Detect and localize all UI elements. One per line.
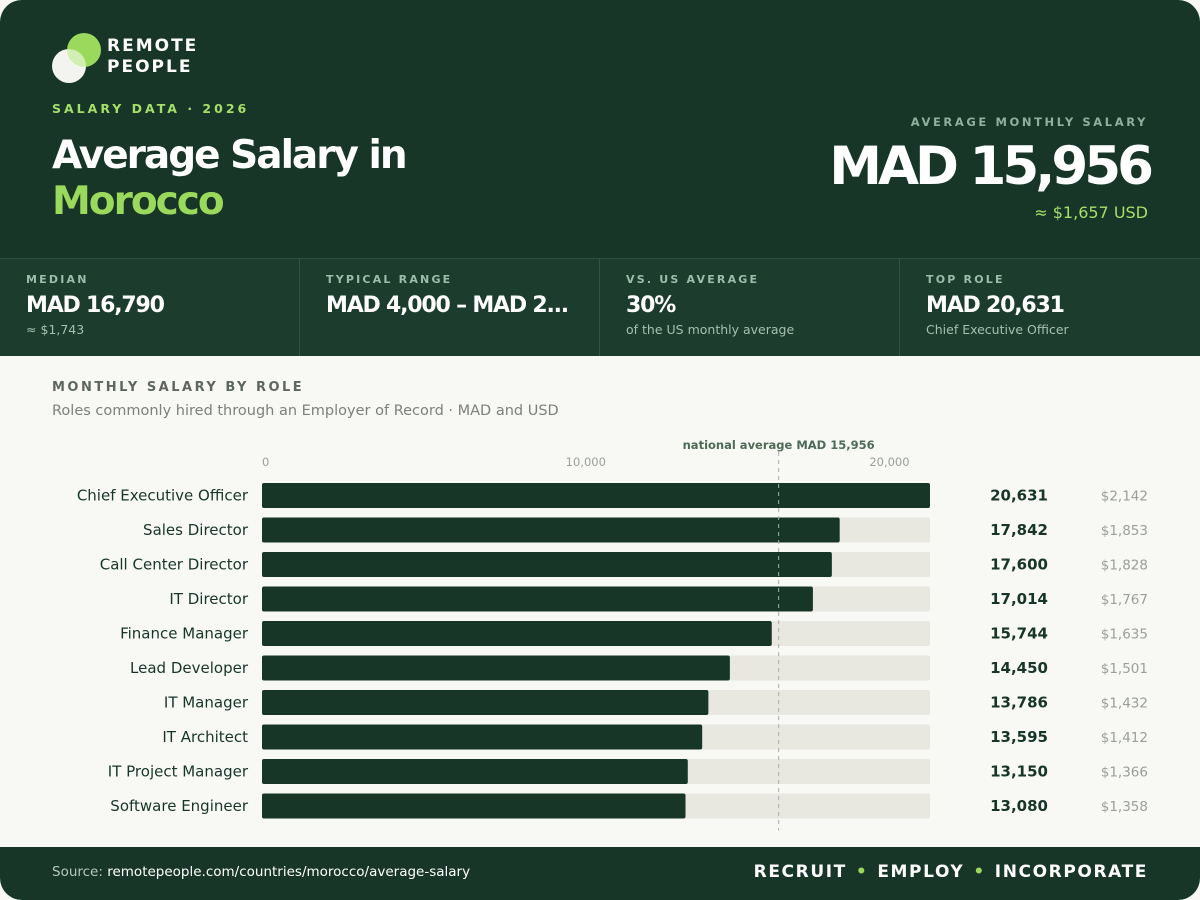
x-tick-label: 0 (262, 455, 269, 469)
remote-people-logo-icon (52, 33, 101, 83)
usd-label: $1,635 (1101, 627, 1148, 643)
brand-name-line2: PEOPLE (107, 57, 193, 77)
category-label: Chief Executive Officer (77, 487, 249, 505)
stat-label: MEDIAN (26, 273, 89, 286)
value-label: 15,744 (990, 625, 1048, 643)
stat-sub: ≈ $1,743 (26, 322, 85, 337)
value-label: 14,450 (990, 659, 1048, 677)
brand-name-line1: REMOTE (107, 36, 199, 56)
bar (262, 724, 703, 750)
x-tick-label: 10,000 (566, 455, 606, 469)
bar (262, 793, 686, 819)
usd-label: $1,432 (1101, 696, 1148, 712)
bar (262, 517, 840, 543)
tagline-recruit: RECRUIT (753, 862, 847, 882)
stat-label: TOP ROLE (926, 273, 1005, 286)
bar (262, 759, 688, 784)
stat-typical-range: TYPICAL RANGE MAD 4,000 – MAD 2... (300, 259, 600, 356)
x-tick-label: 20,000 (869, 455, 909, 469)
average-salary-usd: ≈ $1,657 USD (1034, 203, 1148, 222)
source-link[interactable]: remotepeople.com/countries/morocco/avera… (107, 864, 471, 880)
bar (262, 586, 813, 612)
page-title-line1: Average Salary in (52, 133, 408, 178)
stat-sub: of the US monthly average (626, 322, 795, 337)
stat-label: TYPICAL RANGE (326, 273, 453, 286)
stat-label: VS. US AVERAGE (626, 273, 760, 286)
tagline-separator: • (973, 862, 986, 882)
stats-bar: MEDIAN MAD 16,790 ≈ $1,743 TYPICAL RANGE… (0, 258, 1200, 356)
value-label: 13,595 (990, 728, 1048, 746)
value-label: 13,080 (990, 797, 1048, 815)
chart-subtitle: Roles commonly hired through an Employer… (52, 403, 559, 419)
category-label: Lead Developer (130, 659, 249, 677)
eyebrow-label: SALARY DATA · 2026 (52, 101, 250, 116)
bar (262, 690, 709, 715)
usd-label: $1,853 (1101, 523, 1148, 539)
category-label: IT Manager (164, 694, 249, 712)
tagline-employ: EMPLOY (877, 862, 965, 882)
usd-label: $1,412 (1101, 730, 1148, 746)
page-title: Average Salary in Morocco (52, 133, 408, 225)
category-label: Call Center Director (100, 556, 249, 574)
bar (262, 655, 730, 681)
stat-sub: Chief Executive Officer (926, 322, 1069, 337)
stat-value: 30% (626, 293, 676, 318)
usd-label: $2,142 (1101, 489, 1148, 505)
header: REMOTE PEOPLE SALARY DATA · 2026 Average… (0, 0, 1200, 258)
usd-label: $1,501 (1101, 661, 1148, 677)
source-prefix: Source: (52, 864, 108, 880)
value-label: 20,631 (990, 487, 1048, 505)
tagline: RECRUIT • EMPLOY • INCORPORATE (754, 862, 1148, 882)
average-salary-value: MAD 15,956 (829, 136, 1154, 197)
category-label: Finance Manager (120, 625, 249, 643)
national-average-label: national average MAD 15,956 (683, 438, 875, 452)
stat-value: MAD 20,631 (926, 293, 1065, 318)
source-text: Source: remotepeople.com/countries/moroc… (52, 864, 470, 880)
footer: Source: remotepeople.com/countries/moroc… (0, 847, 1200, 900)
bar (262, 621, 772, 646)
category-label: IT Architect (162, 728, 248, 746)
brand-name: REMOTE PEOPLE (107, 36, 227, 78)
usd-label: $1,767 (1101, 592, 1148, 608)
stat-value: MAD 4,000 – MAD 2... (326, 293, 569, 318)
category-label: IT Project Manager (108, 763, 249, 781)
stat-median: MEDIAN MAD 16,790 ≈ $1,743 (0, 259, 300, 356)
value-label: 17,842 (990, 521, 1048, 539)
value-label: 17,600 (990, 556, 1048, 574)
average-salary-label: AVERAGE MONTHLY SALARY (910, 115, 1148, 129)
category-label: IT Director (169, 590, 248, 608)
page-title-country: Morocco (52, 179, 225, 224)
bar (262, 552, 832, 577)
category-label: Software Engineer (110, 797, 249, 815)
usd-label: $1,828 (1101, 558, 1148, 574)
stat-value: MAD 16,790 (26, 293, 165, 318)
usd-label: $1,358 (1101, 799, 1148, 815)
stat-vs-us-average: VS. US AVERAGE 30% of the US monthly ave… (600, 259, 900, 356)
category-label: Sales Director (143, 521, 249, 539)
bar (262, 483, 930, 508)
value-label: 17,014 (990, 590, 1048, 608)
value-label: 13,150 (990, 763, 1048, 781)
usd-label: $1,366 (1101, 765, 1148, 781)
chart-title: MONTHLY SALARY BY ROLE (52, 380, 305, 395)
tagline-incorporate: INCORPORATE (994, 862, 1148, 882)
value-label: 13,786 (990, 694, 1048, 712)
stat-top-role: TOP ROLE MAD 20,631 Chief Executive Offi… (900, 259, 1200, 356)
tagline-separator: • (855, 862, 869, 882)
salary-bar-chart: 0 10,000 20,000 Chief Executive Officer 20,6… (77, 438, 1148, 831)
